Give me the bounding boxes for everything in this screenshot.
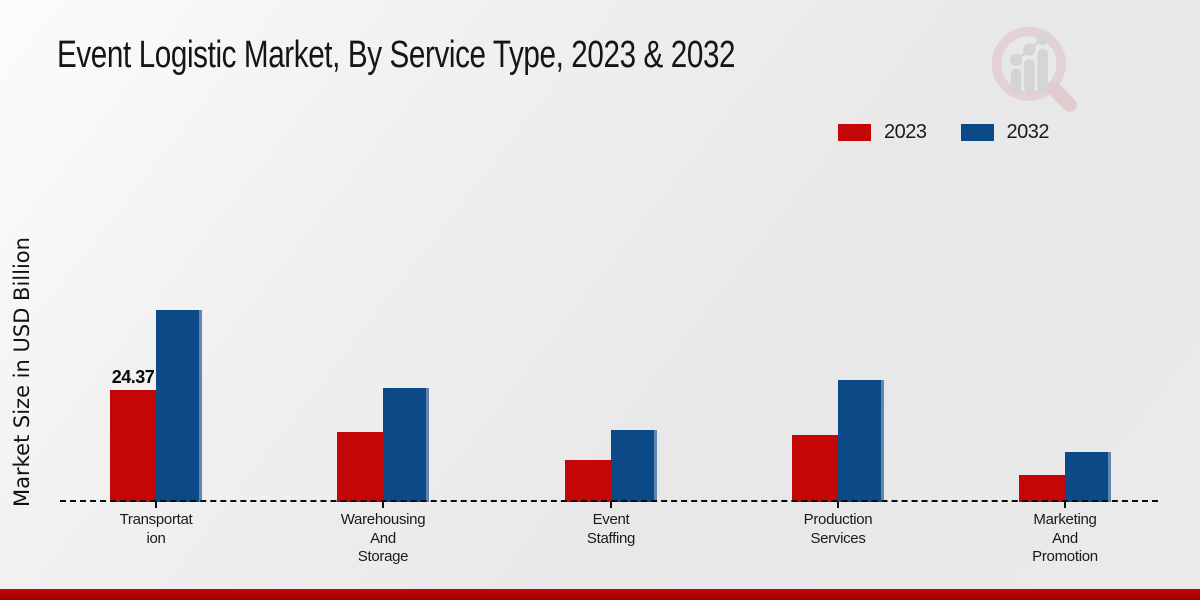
magnifier-handle bbox=[1046, 81, 1077, 112]
growth-bars-icon bbox=[1009, 32, 1049, 94]
x-tick-production-services bbox=[837, 502, 839, 508]
x-label-production-services: Production Services bbox=[803, 511, 873, 547]
x-axis-baseline bbox=[60, 500, 1158, 502]
legend-swatch-2032 bbox=[960, 124, 994, 141]
x-tick-transportation bbox=[155, 502, 157, 508]
bar-2032-production-services bbox=[838, 380, 884, 502]
footer-accent-bar bbox=[0, 589, 1200, 600]
x-label-transportation: Transportat ion bbox=[119, 511, 193, 547]
y-axis-title: Market Size in USD Billion bbox=[10, 237, 34, 507]
bar-2032-event-staffing bbox=[611, 430, 657, 502]
x-label-marketing-and-promotion: Marketing And Promotion bbox=[1032, 511, 1098, 565]
x-label-event-staffing: Event Staffing bbox=[586, 511, 636, 547]
growth-line-icon bbox=[1015, 37, 1044, 62]
x-tick-marketing-and-promotion bbox=[1064, 502, 1066, 508]
bar-value-label-2023-transportation: 24.37 bbox=[111, 367, 155, 387]
x-label-warehousing-and-storage: Warehousing And Storage bbox=[340, 511, 426, 565]
legend-label-2023: 2023 bbox=[884, 121, 927, 143]
bar-2032-transportation bbox=[156, 310, 202, 502]
legend-swatch-2023 bbox=[838, 124, 871, 141]
legend: 2023 2032 bbox=[838, 121, 1049, 144]
market-research-future-logo bbox=[991, 26, 1077, 112]
bar-2023-warehousing-and-storage bbox=[337, 432, 383, 502]
legend-label-2032: 2032 bbox=[1006, 121, 1050, 143]
chart-title: Event Logistic Market, By Service Type, … bbox=[57, 34, 736, 76]
bar-2032-warehousing-and-storage bbox=[383, 388, 429, 502]
legend-item-2032: 2032 bbox=[960, 121, 1050, 144]
bar-2032-marketing-and-promotion bbox=[1065, 452, 1111, 502]
x-tick-event-staffing bbox=[610, 502, 612, 508]
bar-2023-event-staffing bbox=[565, 460, 611, 502]
legend-item-2023: 2023 bbox=[838, 121, 927, 144]
bar-2023-production-services bbox=[792, 435, 838, 502]
x-tick-warehousing-and-storage bbox=[382, 502, 384, 508]
bar-2023-transportation bbox=[110, 390, 156, 502]
bar-2023-marketing-and-promotion bbox=[1019, 475, 1065, 502]
magnifier-icon bbox=[991, 26, 1066, 101]
